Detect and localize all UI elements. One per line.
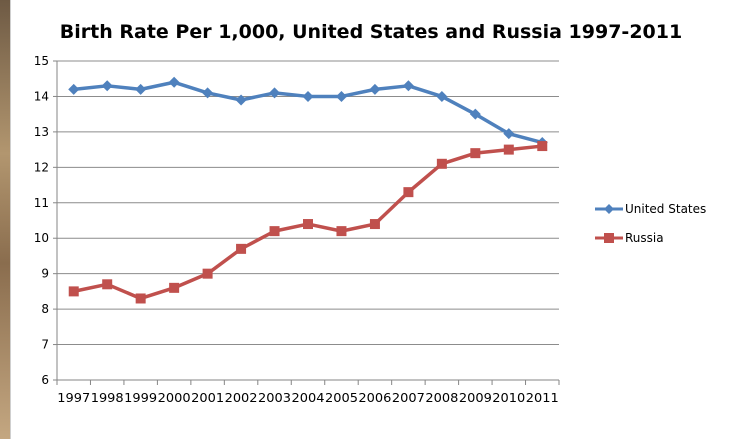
data-point-russia	[403, 187, 414, 198]
legend-item-russia: Russia	[595, 231, 664, 245]
y-tick-label: 7	[41, 338, 49, 352]
data-point-united-states	[335, 90, 347, 102]
data-point-united-states	[503, 128, 515, 140]
chart-area: Birth Rate Per 1,000, United States and …	[10, 0, 736, 439]
x-tick-label: 2007	[392, 391, 425, 405]
data-point-russia	[169, 282, 180, 293]
legend-label: United States	[625, 202, 706, 216]
data-point-russia	[436, 158, 447, 169]
x-tick-label: 2001	[191, 391, 224, 405]
series-russia	[68, 141, 548, 304]
data-point-united-states	[135, 83, 147, 95]
data-point-russia	[202, 268, 213, 279]
y-tick-label: 6	[41, 373, 49, 387]
data-point-united-states	[402, 80, 414, 92]
legend-marker	[604, 233, 614, 243]
chart-title: Birth Rate Per 1,000, United States and …	[60, 21, 682, 43]
data-point-russia	[503, 144, 514, 155]
x-tick-label: 2008	[425, 391, 458, 405]
data-point-russia	[68, 286, 79, 297]
data-point-united-states	[68, 83, 80, 95]
legend-marker	[604, 204, 614, 214]
data-point-russia	[369, 219, 380, 230]
y-tick-label: 15	[34, 54, 49, 68]
data-point-russia	[303, 219, 313, 230]
x-tick-label: 2000	[158, 391, 191, 405]
y-tick-label: 12	[34, 160, 49, 174]
legend-item-united-states: United States	[595, 202, 706, 216]
y-tick-label: 10	[34, 231, 49, 245]
data-point-united-states	[235, 94, 247, 106]
y-tick-label: 9	[41, 267, 49, 281]
gridlines	[57, 60, 559, 346]
x-tick-label: 1997	[57, 391, 90, 405]
data-point-russia	[269, 226, 280, 237]
x-tick-label: 2005	[325, 391, 358, 405]
x-tick-label: 2011	[526, 391, 559, 405]
y-tick-label: 8	[41, 302, 49, 316]
data-point-russia	[236, 243, 247, 254]
data-point-russia	[537, 141, 548, 152]
x-tick-label: 2004	[292, 391, 325, 405]
background-photo-strip	[0, 0, 10, 439]
data-point-russia	[336, 226, 347, 237]
line-chart: Birth Rate Per 1,000, United States and …	[34, 21, 707, 405]
series-united-states	[68, 76, 548, 149]
data-point-united-states	[369, 83, 381, 95]
data-point-russia	[135, 293, 146, 304]
y-tick-label: 11	[34, 196, 49, 210]
legend-label: Russia	[625, 231, 664, 245]
x-tick-label: 2006	[358, 391, 391, 405]
data-point-united-states	[469, 108, 481, 120]
data-point-united-states	[436, 90, 448, 102]
series-group	[68, 76, 548, 304]
data-point-russia	[102, 279, 113, 290]
x-tick-label: 2003	[258, 391, 291, 405]
data-point-russia	[470, 148, 481, 159]
axes	[56, 61, 559, 381]
x-tick-label: 2009	[459, 391, 492, 405]
data-point-united-states	[269, 87, 281, 99]
y-axis-ticks: 6 7 8 9 10 11 12 13 14 15	[34, 54, 57, 387]
y-tick-label: 13	[34, 125, 49, 139]
data-point-united-states	[101, 80, 113, 92]
x-tick-label: 2002	[225, 391, 258, 405]
data-point-united-states	[202, 87, 214, 99]
x-tick-label: 2010	[492, 391, 525, 405]
x-axis-ticks: 1997 1998 1999 2000 2001 2002 2003 2004 2005 2006…	[56, 380, 560, 405]
data-point-united-states	[302, 90, 314, 102]
x-tick-label: 1999	[124, 391, 157, 405]
y-tick-label: 14	[34, 89, 49, 103]
legend: United States Russia	[595, 202, 706, 245]
x-tick-label: 1998	[91, 391, 124, 405]
data-point-united-states	[168, 76, 180, 88]
